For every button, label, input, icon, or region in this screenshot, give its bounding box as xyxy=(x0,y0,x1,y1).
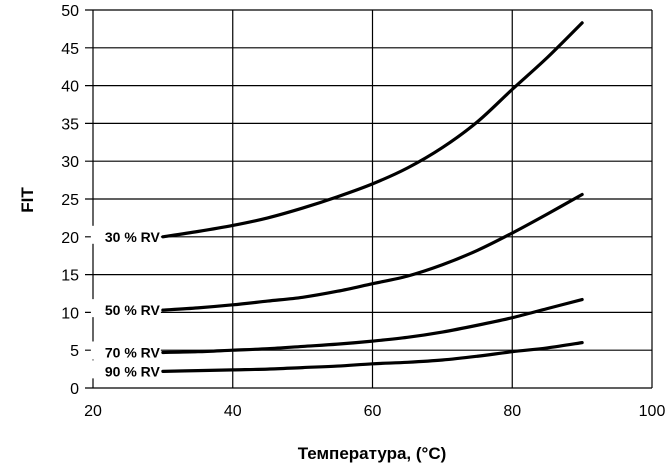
series-lines xyxy=(161,21,584,373)
series-line-2 xyxy=(161,192,584,312)
series-label: 30 % RV xyxy=(105,229,161,245)
series-label-background xyxy=(90,299,161,318)
x-tick-label: 60 xyxy=(364,403,382,420)
series-label-background xyxy=(90,360,161,379)
series-label: 90 % RV xyxy=(105,363,161,379)
y-tick-label: 5 xyxy=(70,343,79,360)
y-tick-label: 0 xyxy=(70,381,79,398)
y-tick-label: 35 xyxy=(61,116,79,133)
x-axis-title: Температура, (°C) xyxy=(298,444,447,463)
y-tick-label: 50 xyxy=(61,3,79,20)
series-line-3 xyxy=(161,297,584,355)
series-labels: 30 % RV 50 % RV 70 % RV 90 % RV xyxy=(90,225,161,379)
x-tick-label: 100 xyxy=(639,403,666,420)
y-axis-title: FIT xyxy=(18,187,37,213)
y-tick-label: 30 xyxy=(61,154,79,171)
series-label: 70 % RV xyxy=(105,344,161,360)
y-tick-label: 45 xyxy=(61,41,79,58)
y-tick-label: 20 xyxy=(61,230,79,247)
series-line-1 xyxy=(161,21,584,239)
y-tick-label: 15 xyxy=(61,268,79,285)
series-label: 50 % RV xyxy=(105,302,161,318)
y-tick-label: 40 xyxy=(61,79,79,96)
x-tick-label: 40 xyxy=(224,403,242,420)
series-label-background xyxy=(90,225,161,244)
grid xyxy=(85,9,653,389)
tick-labels: 20 40 60 80 100 0 5 10 15 20 25 30 35 40 45 50 xyxy=(61,3,665,420)
y-tick-label: 25 xyxy=(61,192,79,209)
series-line-4 xyxy=(161,341,584,373)
y-tick-label: 10 xyxy=(61,305,79,322)
x-tick-label: 20 xyxy=(84,403,102,420)
series-label-background xyxy=(90,341,161,360)
x-tick-label: 80 xyxy=(503,403,521,420)
